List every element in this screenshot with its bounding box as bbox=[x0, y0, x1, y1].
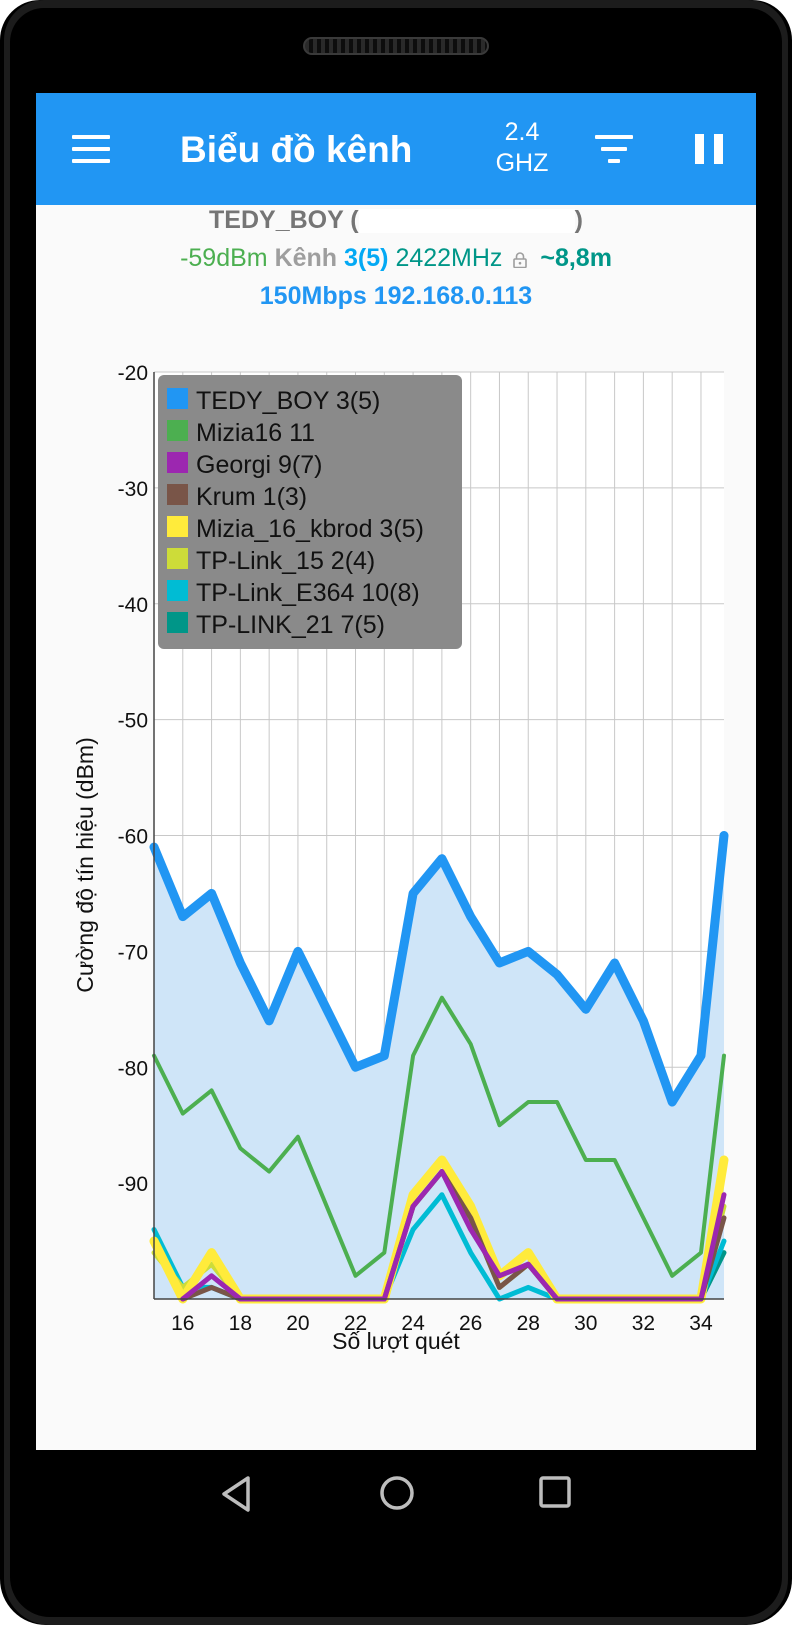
x-tick-label: 20 bbox=[286, 1312, 309, 1335]
ssid-open-paren: ( bbox=[350, 206, 359, 234]
chart-tick-labels: -20 -30 -40 -50 -60 -70 -80 -90 16 18 20 22 24 26 28 30… bbox=[72, 362, 713, 1354]
earpiece-speaker bbox=[303, 37, 489, 55]
legend-label: TP-LINK_21 7(5) bbox=[196, 611, 385, 639]
x-tick-label: 16 bbox=[171, 1312, 194, 1335]
y-tick-label: -60 bbox=[118, 826, 148, 849]
legend-label: TP-Link_15 2(4) bbox=[196, 547, 375, 575]
channel-label: Kênh bbox=[274, 244, 338, 272]
y-tick-label: -30 bbox=[118, 478, 148, 501]
y-tick-label: -50 bbox=[118, 710, 148, 733]
legend-swatch bbox=[167, 580, 188, 601]
distance-value: ~8,8m bbox=[540, 244, 612, 272]
x-tick-label: 18 bbox=[229, 1312, 252, 1335]
y-tick-label: -40 bbox=[118, 594, 148, 617]
y-tick-label: -20 bbox=[118, 362, 148, 385]
y-axis-title: Cường độ tín hiệu (dBm) bbox=[72, 737, 98, 992]
series-line-tedy-boy bbox=[149, 831, 729, 1107]
x-tick-label: 30 bbox=[574, 1312, 597, 1335]
signal-line: -59dBm Kênh 3(5) 2422MHz ~8,8m bbox=[36, 244, 756, 273]
x-tick-label: 34 bbox=[689, 1312, 713, 1335]
chart-legend: TEDY_BOY 3(5) Mizia16 11 Georgi 9(7) Krum 1… bbox=[158, 375, 462, 649]
x-tick-label: 26 bbox=[459, 1312, 482, 1335]
channel-chart: -20 -30 -40 -50 -60 -70 -80 -90 16 18 20 22 24 26 28 30… bbox=[72, 362, 729, 1354]
legend-swatch bbox=[167, 452, 188, 473]
x-tick-label: 24 bbox=[401, 1312, 425, 1335]
chart-axes bbox=[153, 372, 724, 1300]
frequency-value: 2422MHz bbox=[395, 244, 503, 272]
chart-fill-area bbox=[154, 835, 724, 1299]
filter-icon[interactable] bbox=[595, 135, 633, 163]
home-circle-icon[interactable] bbox=[377, 1473, 417, 1513]
legend-label: TEDY_BOY 3(5) bbox=[196, 387, 380, 415]
back-triangle-icon[interactable] bbox=[218, 1474, 254, 1514]
ssid-name: TEDY_BOY bbox=[209, 206, 344, 234]
legend-swatch bbox=[167, 548, 188, 569]
recents-square-icon[interactable] bbox=[537, 1474, 575, 1512]
x-tick-label: 28 bbox=[517, 1312, 540, 1335]
x-tick-label: 32 bbox=[632, 1312, 655, 1335]
channel-value: 3(5) bbox=[344, 244, 389, 272]
redacted-bssid bbox=[358, 209, 575, 234]
series-area-tedy-boy bbox=[154, 835, 724, 1299]
page-title: Biểu đồ kênh bbox=[180, 129, 413, 170]
legend-label: TP-Link_E364 10(8) bbox=[196, 579, 420, 607]
legend-swatch bbox=[167, 388, 188, 409]
legend-swatch bbox=[167, 612, 188, 633]
series-line-mizia16 bbox=[152, 995, 726, 1278]
band-unit: GHZ bbox=[495, 149, 549, 177]
y-tick-label: -70 bbox=[118, 941, 148, 964]
legend-swatch bbox=[167, 484, 188, 505]
lock-icon bbox=[513, 246, 528, 269]
legend-swatch bbox=[167, 516, 188, 537]
x-tick-label: 22 bbox=[344, 1312, 367, 1335]
legend-label: Georgi 9(7) bbox=[196, 451, 322, 479]
y-tick-label: -80 bbox=[118, 1057, 148, 1080]
navigation-bar bbox=[0, 1450, 792, 1625]
x-axis-title: Số lượt quét bbox=[332, 1328, 460, 1354]
band-selector-button[interactable]: 2.4 GHZ bbox=[482, 117, 562, 179]
hamburger-menu-icon[interactable] bbox=[72, 135, 110, 163]
legend-label: Mizia16 11 bbox=[196, 419, 315, 447]
app-bar: Biểu đồ kênh 2.4 GHZ bbox=[36, 93, 756, 205]
y-tick-label: -90 bbox=[118, 1173, 148, 1196]
ssid-line: TEDY_BOY () bbox=[36, 206, 756, 235]
ssid-close-paren: ) bbox=[574, 206, 583, 234]
legend-box bbox=[158, 375, 462, 649]
legend-label: Krum 1(3) bbox=[196, 483, 307, 511]
speed-ip-line: 150Mbps 192.168.0.113 bbox=[259, 282, 533, 310]
pause-icon[interactable] bbox=[695, 134, 723, 164]
legend-swatch bbox=[167, 420, 188, 441]
legend-label: Mizia_16_kbrod 3(5) bbox=[196, 515, 424, 543]
band-value: 2.4 bbox=[504, 118, 540, 146]
signal-strength: -59dBm bbox=[180, 244, 268, 272]
